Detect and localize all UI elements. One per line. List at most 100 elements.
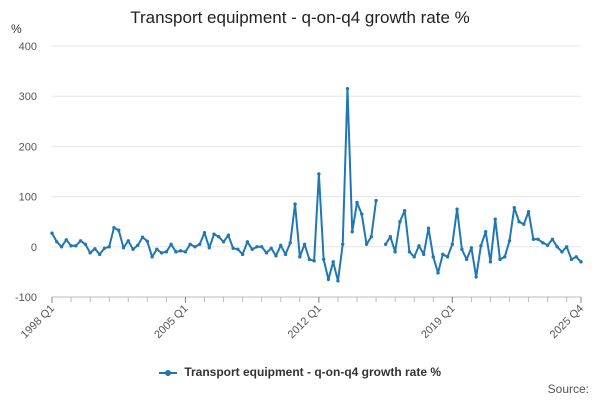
data-point: [331, 260, 335, 264]
y-tick-label--100: -100: [15, 292, 37, 304]
data-point: [441, 252, 445, 257]
data-point: [140, 235, 145, 239]
data-point: [69, 244, 73, 248]
data-point: [50, 231, 54, 235]
data-point: [479, 244, 483, 248]
data-point: [97, 252, 102, 257]
data-point: [483, 230, 488, 234]
data-point: [569, 257, 574, 262]
data-point: [512, 205, 516, 210]
data-point: [226, 233, 231, 237]
series-line: [384, 206, 582, 278]
data-point: [283, 252, 288, 257]
data-point: [307, 257, 312, 262]
data-point: [126, 239, 130, 243]
y-axis-unit-label: %: [11, 22, 22, 36]
data-point: [155, 247, 159, 252]
data-point: [183, 250, 188, 254]
data-point: [445, 255, 450, 259]
data-point: [579, 260, 583, 264]
data-point: [269, 246, 273, 251]
data-point: [326, 277, 331, 282]
data-point: [236, 247, 240, 252]
data-point: [131, 247, 135, 252]
legend[interactable]: Transport equipment - q-on-q4 growth rat…: [0, 365, 600, 379]
data-point: [217, 235, 221, 239]
data-point: [417, 244, 421, 248]
data-point: [193, 245, 197, 249]
data-point: [474, 275, 478, 279]
series-group: [50, 86, 583, 283]
data-point: [360, 212, 364, 216]
data-point: [560, 250, 564, 254]
source-label: Source:: [547, 382, 589, 396]
data-point: [250, 247, 254, 252]
data-point: [59, 245, 64, 249]
data-point: [279, 243, 283, 247]
data-point: [255, 245, 259, 249]
data-point: [345, 86, 350, 91]
data-point: [407, 250, 412, 254]
data-point: [169, 242, 173, 246]
data-point: [293, 202, 297, 206]
data-point: [550, 237, 555, 241]
data-point: [159, 251, 164, 255]
x-tick-label: 2025 Q4: [548, 303, 586, 341]
data-point: [302, 242, 307, 246]
data-point: [565, 245, 569, 249]
x-tick-label: 2012 Q1: [286, 303, 324, 341]
legend-label: Transport equipment - q-on-q4 growth rat…: [184, 365, 441, 379]
data-point: [522, 222, 526, 226]
data-point: [317, 172, 321, 176]
data-point: [202, 231, 207, 235]
data-point: [93, 247, 97, 251]
data-point: [436, 271, 440, 275]
data-point: [83, 242, 88, 246]
data-point: [541, 241, 545, 245]
y-tick-label-400: 400: [19, 41, 37, 53]
legend-swatch-icon: [158, 369, 177, 376]
data-point: [426, 226, 431, 230]
data-point: [174, 250, 178, 254]
x-tick-label: 2005 Q1: [152, 303, 190, 341]
data-point: [526, 209, 531, 214]
y-axis: -100 0 100 200 300 400: [15, 41, 37, 304]
data-point: [498, 257, 502, 262]
data-point: [150, 255, 154, 259]
data-point: [321, 257, 326, 262]
data-point: [312, 259, 316, 263]
y-tick-label-0: 0: [31, 242, 37, 254]
data-point: [288, 241, 292, 245]
data-point: [264, 251, 269, 255]
data-point: [464, 257, 469, 262]
data-point: [178, 249, 183, 253]
data-point: [507, 239, 512, 243]
x-tick-label: 2019 Q1: [419, 303, 457, 341]
data-point: [422, 252, 426, 257]
x-tick-label: 1998 Q1: [19, 303, 57, 341]
data-point: [388, 235, 393, 239]
data-point: [88, 251, 92, 255]
data-point: [274, 254, 278, 258]
data-point: [102, 246, 107, 251]
data-point: [493, 217, 497, 221]
data-point: [469, 246, 474, 250]
x-axis: 1998 Q1 2005 Q1 2012 Q1 2019 Q1 2025 Q4: [19, 296, 586, 341]
data-point: [402, 208, 407, 213]
data-point: [355, 200, 359, 205]
data-point: [212, 232, 216, 236]
data-point: [164, 250, 169, 254]
data-point: [112, 226, 116, 230]
data-point: [431, 255, 435, 259]
data-point: [398, 220, 402, 224]
data-point: [121, 246, 126, 250]
y-tick-label-100: 100: [19, 192, 37, 204]
data-point: [74, 244, 78, 248]
data-point: [383, 242, 388, 246]
data-point: [455, 207, 459, 211]
y-tick-label-200: 200: [19, 141, 37, 153]
data-point: [531, 237, 536, 241]
data-point: [298, 255, 302, 259]
data-point: [503, 255, 507, 259]
